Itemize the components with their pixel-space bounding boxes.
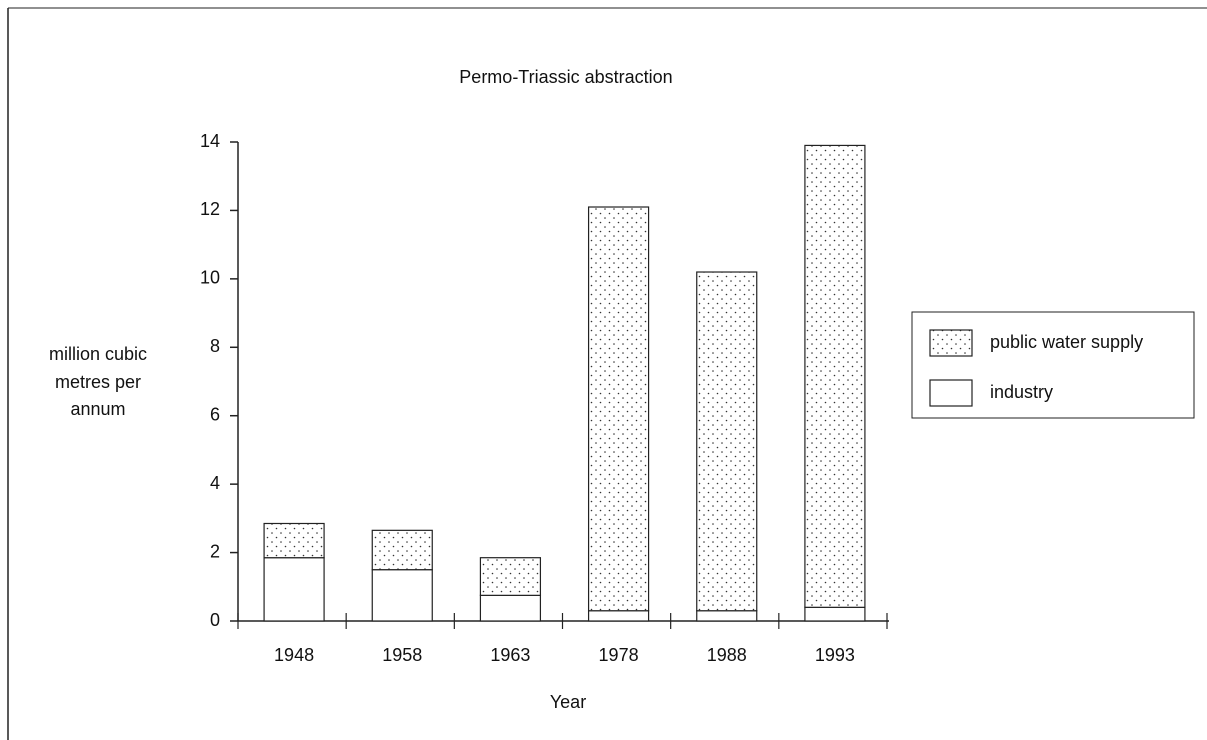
x-tick-label: 1948 [274, 645, 314, 665]
bar-segment [587, 206, 650, 612]
bar-segment [587, 610, 650, 622]
bar-segment [479, 594, 542, 622]
bar-segment [696, 610, 758, 622]
chart-title: Permo-Triassic abstraction [459, 67, 672, 87]
x-tick-label: 1958 [382, 645, 422, 665]
y-tick-label: 10 [200, 268, 220, 288]
y-tick-label: 12 [200, 199, 220, 219]
bar-segment [804, 144, 866, 608]
x-tick-label: 1993 [815, 645, 855, 665]
legend-swatch [929, 329, 973, 357]
legend-label: industry [990, 382, 1053, 402]
y-tick-label: 2 [210, 541, 220, 561]
bar-segment [696, 271, 758, 612]
y-tick-label: 14 [200, 131, 220, 151]
y-axis-label: million cubic [49, 344, 147, 364]
x-tick-label: 1988 [707, 645, 747, 665]
y-tick-label: 8 [210, 336, 220, 356]
y-tick-label: 6 [210, 404, 220, 424]
bar-segment [263, 522, 325, 559]
bar-segment [263, 557, 325, 622]
legend-label: public water supply [990, 332, 1143, 352]
x-axis-label: Year [550, 692, 586, 712]
bar-segment [804, 606, 866, 622]
bar-segment [479, 557, 542, 596]
x-tick-label: 1963 [490, 645, 530, 665]
y-axis-label: annum [70, 399, 125, 419]
legend-swatch [929, 379, 973, 407]
y-tick-label: 0 [210, 610, 220, 630]
x-tick-label: 1978 [599, 645, 639, 665]
y-tick-label: 4 [210, 473, 220, 493]
bar-segment [371, 529, 433, 571]
bar-segment [371, 569, 433, 622]
y-axis-label: metres per [55, 372, 141, 392]
